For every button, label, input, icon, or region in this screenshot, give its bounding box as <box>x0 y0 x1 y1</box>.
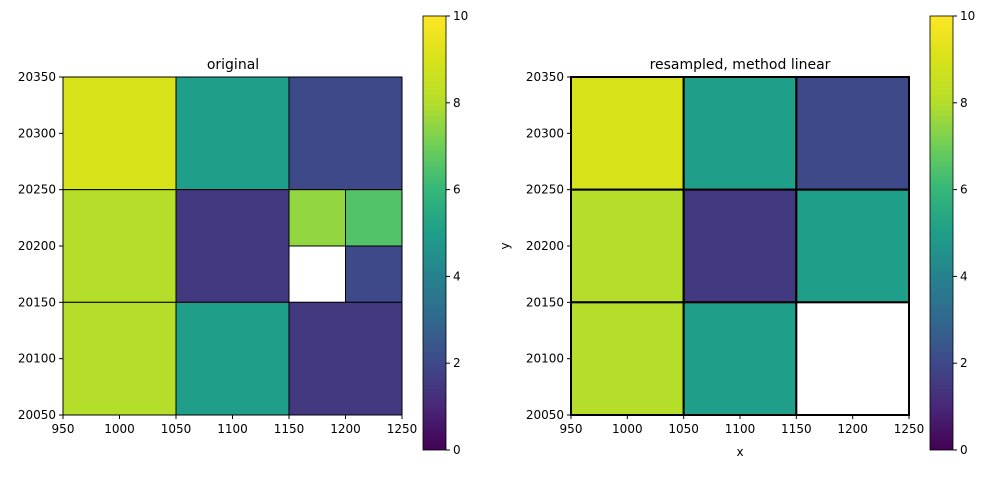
colorbar-tick-label: 4 <box>960 269 968 283</box>
y-tick-label: 20350 <box>526 70 564 84</box>
x-axis: 950 1000 1050 1100 1150 1200 1250 <box>52 415 418 436</box>
y-tick-label: 20050 <box>526 408 564 422</box>
y-tick-label: 20250 <box>18 183 56 197</box>
colorbar-tick-label: 8 <box>453 96 461 110</box>
heatmap-cell <box>795 76 910 191</box>
panel-original: original 950 1000 1050 1100 1150 1200 1250 200… <box>18 9 468 457</box>
y-tick-label: 20050 <box>18 408 56 422</box>
x-tick-label: 1200 <box>837 422 868 436</box>
y-tick-label: 20200 <box>18 239 56 253</box>
y-axis: 20050 20100 20150 20200 20250 20300 20350 <box>526 70 571 422</box>
x-axis: 950 1000 1050 1100 1150 1200 1250 <box>560 415 925 436</box>
heatmap-cell <box>570 76 685 191</box>
x-tick-label: 1250 <box>387 422 418 436</box>
colorbar-ticks: 0 2 4 6 8 10 <box>446 9 468 457</box>
x-tick-label: 1150 <box>274 422 305 436</box>
heatmap-cell <box>62 189 177 303</box>
y-tick-label: 20250 <box>526 183 564 197</box>
heatmap-cell <box>570 301 685 417</box>
x-tick-label: 1050 <box>668 422 699 436</box>
panel-resampled: resampled, method linear 950 1000 1050 1100… <box>498 9 975 459</box>
colorbar: 0 2 4 6 8 10 <box>422 9 468 457</box>
y-tick-label: 20300 <box>18 126 56 140</box>
y-tick-label: 20150 <box>526 295 564 309</box>
heatmap-cell <box>175 189 290 303</box>
y-axis: 20050 20100 20150 20200 20250 20300 20350 <box>18 70 63 422</box>
x-tick-label: 1100 <box>725 422 756 436</box>
y-tick-label: 20100 <box>526 352 564 366</box>
colorbar-tick-label: 6 <box>453 183 461 197</box>
colorbar-tick-label: 0 <box>960 443 968 457</box>
y-tick-label: 20100 <box>18 352 56 366</box>
heatmap-cell <box>345 189 403 247</box>
heatmap-cell <box>570 188 685 304</box>
colorbar-tick-label: 2 <box>453 356 461 370</box>
x-tick-label: 1000 <box>104 422 135 436</box>
colorbar-tick-label: 10 <box>453 9 468 23</box>
heatmap-cell <box>682 301 798 417</box>
heatmap-cell <box>288 76 403 191</box>
x-tick-label: 1050 <box>161 422 192 436</box>
colorbar-tick-label: 6 <box>960 183 968 197</box>
heatmap-cell <box>288 189 346 247</box>
chart-title: resampled, method linear <box>650 57 831 73</box>
colorbar-ticks: 0 2 4 6 8 10 <box>953 9 975 457</box>
heatmap-cell <box>682 188 798 304</box>
heatmap-cell <box>795 301 910 417</box>
heatmap-cell <box>62 301 177 416</box>
x-tick-label: 1250 <box>894 422 925 436</box>
x-tick-label: 1200 <box>330 422 361 436</box>
heatmap-cell <box>62 76 177 191</box>
x-axis-label: x <box>736 445 743 459</box>
chart-title: original <box>207 57 259 73</box>
colorbar-gradient <box>422 15 447 451</box>
colorbar-tick-label: 0 <box>453 443 461 457</box>
y-tick-label: 20350 <box>18 70 56 84</box>
y-tick-label: 20300 <box>526 126 564 140</box>
heatmap-cell <box>288 301 403 416</box>
colorbar-tick-label: 4 <box>453 269 461 283</box>
x-tick-label: 950 <box>560 422 583 436</box>
heatmap-cells <box>62 76 403 416</box>
x-tick-label: 950 <box>52 422 75 436</box>
heatmap-cells <box>570 76 910 417</box>
colorbar-tick-label: 10 <box>960 9 975 23</box>
colorbar-tick-label: 8 <box>960 96 968 110</box>
heatmap-cell <box>795 188 910 304</box>
y-tick-label: 20200 <box>526 239 564 253</box>
x-tick-label: 1150 <box>781 422 812 436</box>
colorbar-tick-label: 2 <box>960 356 968 370</box>
heatmap-cell <box>288 245 346 303</box>
heatmap-cell <box>682 76 798 191</box>
x-tick-label: 1100 <box>217 422 248 436</box>
x-tick-label: 1000 <box>612 422 643 436</box>
y-tick-label: 20150 <box>18 295 56 309</box>
heatmap-cell <box>175 301 290 416</box>
y-axis-label: y <box>498 242 512 249</box>
colorbar-gradient <box>929 15 954 451</box>
colorbar: 0 2 4 6 8 10 <box>929 9 975 457</box>
heatmap-cell <box>175 76 290 191</box>
heatmap-cell <box>345 245 403 303</box>
